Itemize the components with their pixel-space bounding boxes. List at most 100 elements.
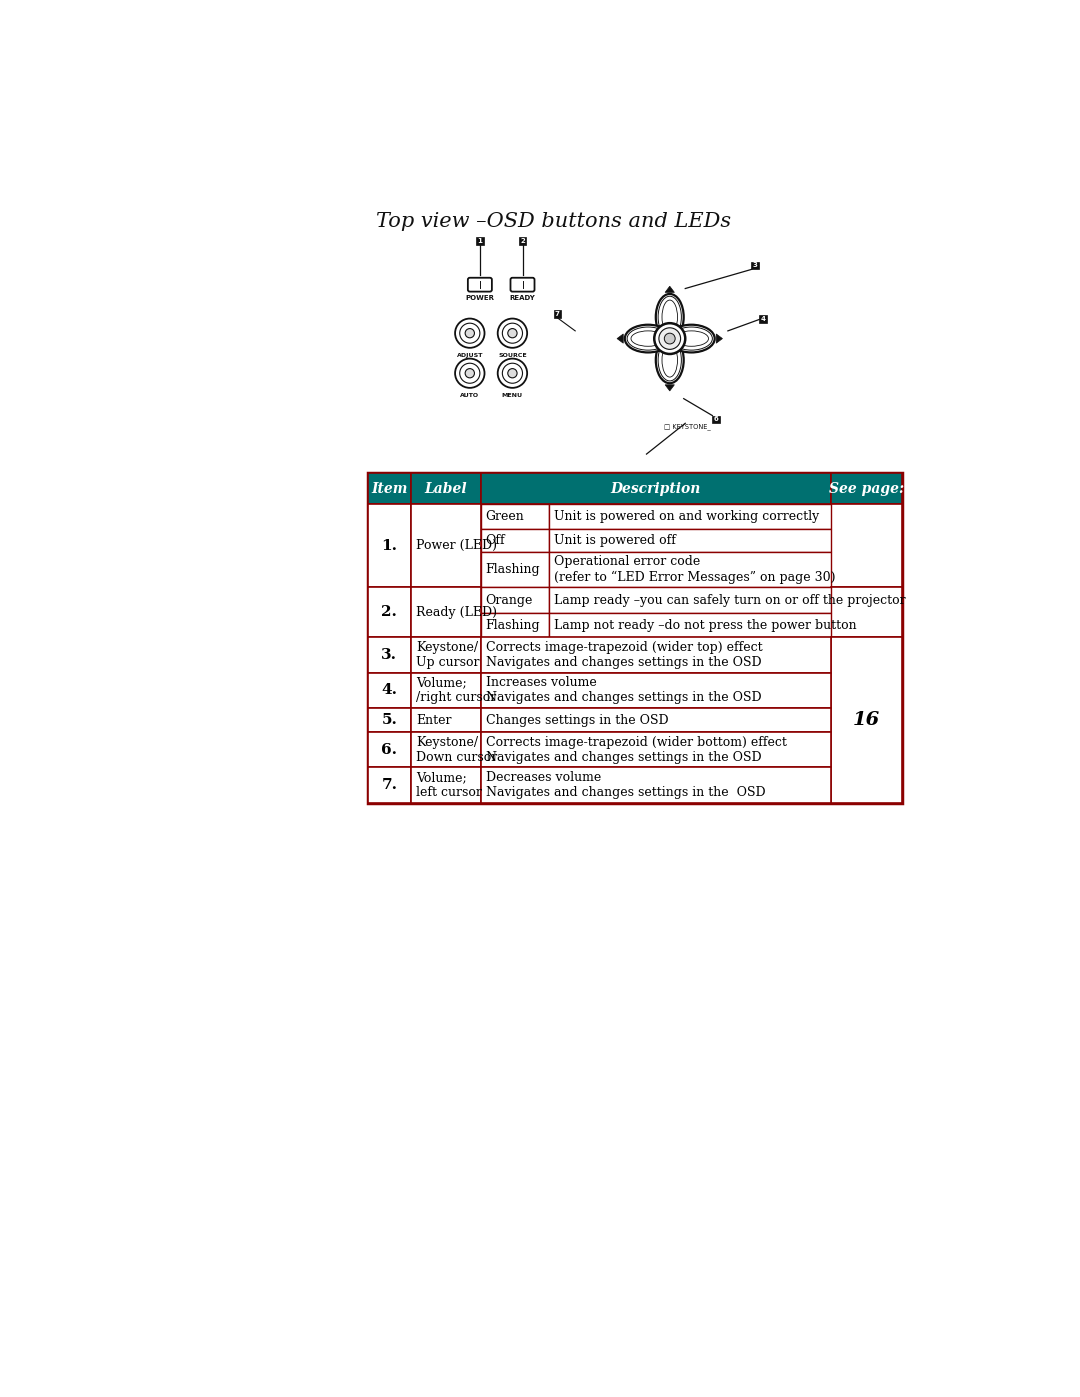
Bar — [476, 237, 484, 244]
Bar — [832, 587, 902, 637]
Circle shape — [659, 328, 680, 349]
Circle shape — [664, 334, 675, 344]
Ellipse shape — [658, 339, 681, 381]
Circle shape — [498, 359, 527, 388]
Bar — [481, 504, 549, 529]
Text: Green: Green — [486, 510, 524, 522]
Bar — [759, 316, 767, 323]
Text: Increases volume
Navigates and changes settings in the OSD: Increases volume Navigates and changes s… — [486, 676, 761, 704]
Text: READY: READY — [510, 295, 536, 302]
Bar — [549, 587, 832, 613]
Polygon shape — [617, 334, 623, 344]
Bar — [367, 587, 411, 637]
Bar — [481, 529, 549, 552]
Ellipse shape — [631, 331, 665, 346]
Bar — [411, 504, 481, 587]
Bar — [367, 708, 411, 732]
Circle shape — [502, 323, 523, 344]
Bar — [832, 504, 902, 587]
Text: 2: 2 — [521, 237, 525, 244]
Bar — [481, 474, 832, 504]
Bar — [549, 552, 832, 587]
Text: AUTO: AUTO — [460, 393, 480, 398]
Circle shape — [508, 369, 517, 377]
Bar — [411, 587, 481, 637]
Ellipse shape — [627, 327, 669, 351]
Text: Keystone/
Down cursor: Keystone/ Down cursor — [416, 736, 497, 764]
Bar — [832, 474, 902, 504]
Text: Volume;
left cursor: Volume; left cursor — [416, 771, 482, 799]
Text: Description: Description — [611, 482, 701, 496]
Circle shape — [502, 363, 523, 383]
Text: Unit is powered off: Unit is powered off — [554, 534, 676, 546]
Text: Enter: Enter — [416, 714, 451, 726]
Bar — [367, 767, 411, 803]
Bar — [713, 415, 720, 423]
Ellipse shape — [662, 344, 677, 377]
Text: 1.: 1. — [381, 539, 397, 553]
Text: Orange: Orange — [486, 594, 532, 606]
Text: Power (LED): Power (LED) — [416, 539, 497, 552]
Circle shape — [654, 323, 685, 353]
Text: SOURCE: SOURCE — [498, 353, 527, 358]
Text: Lamp not ready –do not press the power button: Lamp not ready –do not press the power b… — [554, 619, 856, 631]
Ellipse shape — [658, 296, 681, 338]
Bar — [481, 552, 549, 587]
Text: □ KEYSTONE_: □ KEYSTONE_ — [663, 423, 711, 430]
Bar — [367, 637, 411, 673]
Text: Flashing: Flashing — [486, 619, 540, 631]
Bar — [832, 637, 902, 803]
Text: Corrects image-trapezoid (wider top) effect
Navigates and changes settings in th: Corrects image-trapezoid (wider top) eff… — [486, 641, 762, 669]
Text: 7.: 7. — [381, 778, 397, 792]
Bar — [481, 732, 832, 767]
Circle shape — [465, 369, 474, 377]
Circle shape — [508, 328, 517, 338]
Text: Off: Off — [486, 534, 505, 546]
Ellipse shape — [656, 337, 684, 383]
Bar — [481, 587, 549, 613]
Bar — [549, 504, 832, 529]
Bar — [481, 708, 832, 732]
Ellipse shape — [656, 293, 684, 339]
Text: 16: 16 — [853, 711, 880, 729]
Text: 4.: 4. — [381, 683, 397, 697]
Text: 6.: 6. — [381, 743, 397, 757]
Bar — [367, 474, 902, 803]
Text: MENU: MENU — [502, 393, 523, 398]
Text: Item: Item — [372, 482, 407, 496]
Bar — [411, 474, 481, 504]
Text: Unit is powered on and working correctly: Unit is powered on and working correctly — [554, 510, 819, 522]
Text: 4: 4 — [760, 316, 766, 323]
Text: 5.: 5. — [381, 712, 397, 726]
Circle shape — [460, 363, 480, 383]
Text: Flashing: Flashing — [486, 563, 540, 576]
Ellipse shape — [669, 324, 715, 352]
Bar — [367, 732, 411, 767]
Circle shape — [455, 319, 485, 348]
Bar — [367, 474, 411, 504]
Text: Corrects image-trapezoid (wider bottom) effect
Navigates and changes settings in: Corrects image-trapezoid (wider bottom) … — [486, 736, 786, 764]
Text: ADJUST
UP: ADJUST UP — [457, 353, 483, 365]
Ellipse shape — [671, 327, 713, 351]
Bar — [481, 673, 832, 708]
Text: 3: 3 — [753, 263, 757, 268]
Bar — [411, 732, 481, 767]
Bar — [481, 767, 832, 803]
Bar — [481, 613, 549, 637]
Text: Lamp ready –you can safely turn on or off the projector: Lamp ready –you can safely turn on or of… — [554, 594, 905, 606]
Bar — [411, 708, 481, 732]
Ellipse shape — [625, 324, 672, 352]
Ellipse shape — [674, 331, 708, 346]
Bar — [549, 613, 832, 637]
Circle shape — [465, 328, 474, 338]
Circle shape — [498, 319, 527, 348]
Text: 3.: 3. — [381, 648, 397, 662]
Text: 2.: 2. — [381, 605, 397, 619]
Bar — [367, 673, 411, 708]
Bar — [549, 529, 832, 552]
Text: 7: 7 — [555, 312, 559, 317]
Text: Top view –OSD buttons and LEDs: Top view –OSD buttons and LEDs — [376, 211, 731, 231]
Text: Keystone/
Up cursor: Keystone/ Up cursor — [416, 641, 480, 669]
Bar — [411, 637, 481, 673]
Text: Decreases volume
Navigates and changes settings in the  OSD: Decreases volume Navigates and changes s… — [486, 771, 765, 799]
